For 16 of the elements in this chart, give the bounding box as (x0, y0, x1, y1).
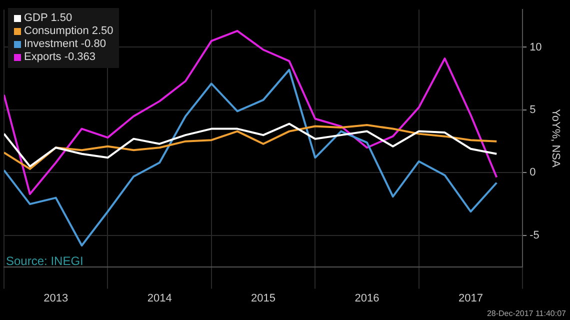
y-tick-label: 10 (530, 41, 542, 54)
x-tick-label: 2015 (251, 292, 276, 304)
legend-label: Exports -0.363 (24, 51, 96, 64)
y-axis-title: YoY%, NSA (549, 109, 562, 168)
annotation: Source: INEGI (6, 254, 84, 268)
y-tick-label: 0 (530, 166, 536, 179)
x-tick-label: 2017 (458, 292, 483, 304)
y-tick-label: -5 (530, 229, 540, 242)
legend-label: Investment -0.80 (24, 38, 106, 51)
text: 28-Dec-2017 11:40:07 (486, 309, 566, 318)
x-tick-label: 2013 (44, 292, 68, 304)
legend-label: GDP 1.50 (24, 12, 72, 25)
y-tick-label: 5 (530, 104, 536, 116)
x-tick-label: 2014 (147, 292, 172, 304)
x-tick-label: 2016 (354, 292, 380, 304)
legend-label: Consumption 2.50 (24, 25, 114, 38)
